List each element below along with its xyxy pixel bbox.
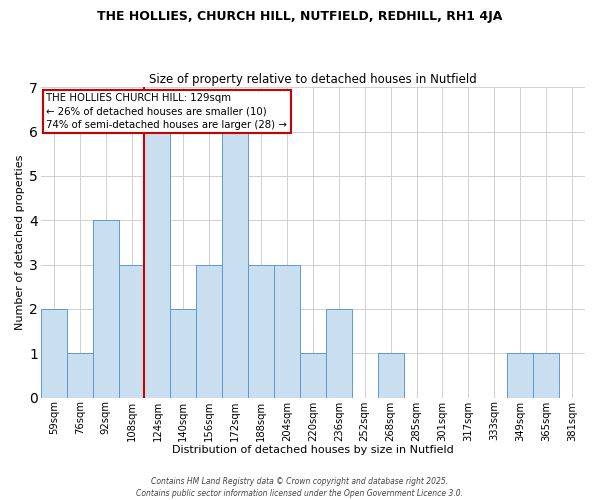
Bar [222,132,248,398]
Bar [196,264,222,398]
Bar [248,264,274,398]
Bar [170,309,196,398]
Title: Size of property relative to detached houses in Nutfield: Size of property relative to detached ho… [149,73,477,86]
Bar [533,354,559,398]
Text: THE HOLLIES CHURCH HILL: 129sqm
← 26% of detached houses are smaller (10)
74% of: THE HOLLIES CHURCH HILL: 129sqm ← 26% of… [46,94,287,130]
Bar [67,354,92,398]
Bar [41,309,67,398]
Bar [326,309,352,398]
Bar [507,354,533,398]
Text: Contains HM Land Registry data © Crown copyright and database right 2025.
Contai: Contains HM Land Registry data © Crown c… [137,476,464,498]
Bar [274,264,300,398]
Bar [119,264,145,398]
X-axis label: Distribution of detached houses by size in Nutfield: Distribution of detached houses by size … [172,445,454,455]
Bar [92,220,119,398]
Bar [145,132,170,398]
Bar [377,354,404,398]
Text: THE HOLLIES, CHURCH HILL, NUTFIELD, REDHILL, RH1 4JA: THE HOLLIES, CHURCH HILL, NUTFIELD, REDH… [97,10,503,23]
Y-axis label: Number of detached properties: Number of detached properties [15,154,25,330]
Bar [300,354,326,398]
